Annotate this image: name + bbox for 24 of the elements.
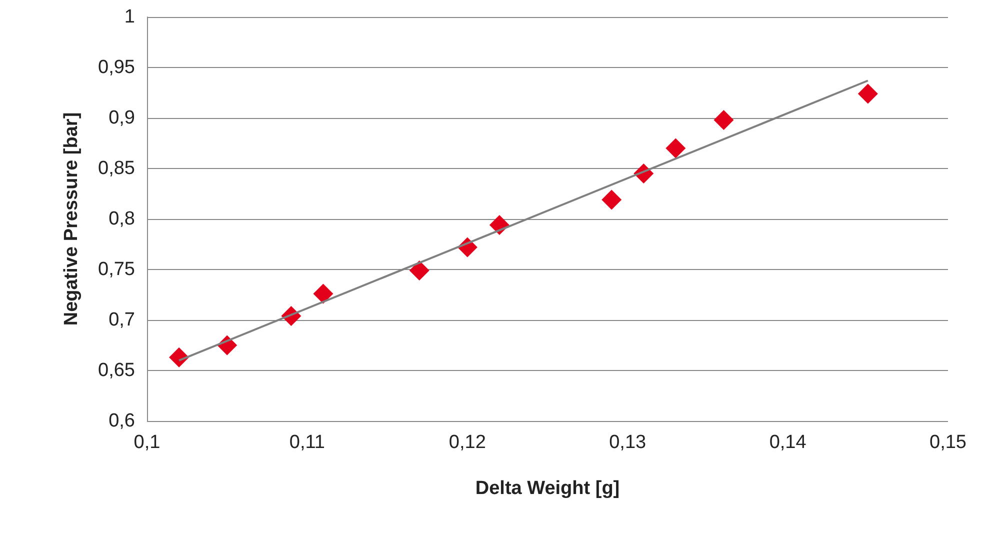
y-tick-label: 0,6 xyxy=(108,410,135,432)
point xyxy=(858,84,878,104)
y-tick-label: 0,7 xyxy=(108,310,135,330)
y-tick-label: 0,75 xyxy=(98,259,135,280)
point xyxy=(714,110,734,130)
x-tick-label: 0,13 xyxy=(609,432,646,453)
x-tick-label: 0,12 xyxy=(448,432,486,453)
y-axis-title: Negative Pressure [bar] xyxy=(61,112,82,326)
point xyxy=(169,347,190,368)
point xyxy=(409,260,430,281)
x-tick-label: 0,14 xyxy=(769,432,807,453)
point xyxy=(666,138,686,158)
y-tick-label: 0,95 xyxy=(98,57,135,78)
y-tick-label: 0,8 xyxy=(108,208,135,230)
y-tick-label: 0,9 xyxy=(108,108,135,128)
y-tick-label: 0,85 xyxy=(98,158,135,179)
x-tick-label: 0,15 xyxy=(930,432,966,453)
x-tick-label: 0,11 xyxy=(289,432,325,453)
y-tick-label: 1 xyxy=(124,6,135,28)
point xyxy=(313,284,334,304)
x-tick-label: 0,1 xyxy=(134,432,160,453)
point xyxy=(602,190,622,210)
x-axis-title: Delta Weight [g] xyxy=(475,478,620,499)
y-tick-label: 0,65 xyxy=(98,360,135,381)
